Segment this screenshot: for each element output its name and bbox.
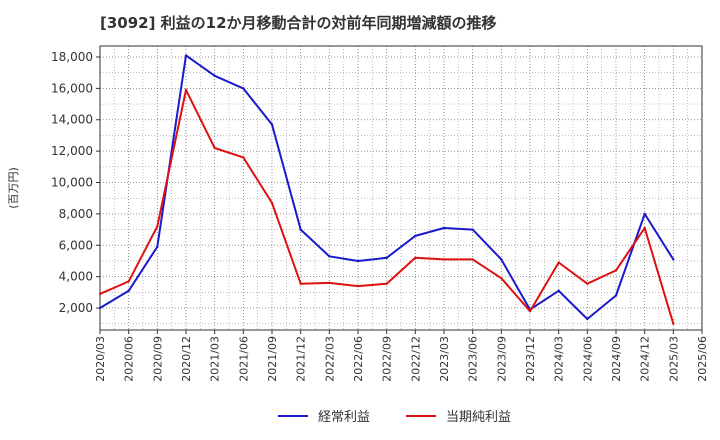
legend-label: 経常利益	[318, 410, 370, 425]
data-point	[557, 261, 560, 264]
data-point	[471, 258, 474, 261]
plot-frame	[99, 45, 703, 331]
data-point	[299, 228, 302, 231]
data-point	[442, 226, 446, 230]
x-tick-label: 2024/09	[610, 336, 623, 382]
x-tick-label: 2021/12	[295, 336, 308, 382]
data-point	[414, 256, 417, 260]
y-tick-label: 4,000	[59, 270, 93, 284]
data-point	[328, 255, 331, 258]
data-point	[213, 74, 216, 78]
data-point	[299, 282, 302, 285]
legend-label: 当期純利益	[446, 410, 511, 425]
x-tick-label: 2022/09	[381, 336, 394, 382]
x-tick-label: 2022/03	[323, 336, 336, 382]
data-point	[643, 226, 646, 230]
y-tick-label: 12,000	[51, 144, 93, 158]
y-tick-label: 8,000	[59, 207, 93, 221]
legend: 経常利益 当期純利益	[278, 410, 511, 425]
x-tick-label: 2024/03	[553, 336, 566, 382]
x-tick-label: 2021/03	[209, 336, 222, 382]
data-point	[356, 284, 360, 288]
data-point	[98, 292, 102, 296]
x-tick-label: 2020/06	[123, 336, 136, 382]
grid	[99, 46, 703, 330]
data-point	[442, 258, 446, 261]
y-axis: 2,000 4,000 6,000 8,000 10,000 12,000 14,000 16…	[51, 50, 100, 315]
data-point	[528, 309, 532, 313]
x-tick-label: 2024/12	[639, 336, 652, 382]
data-point	[127, 280, 130, 283]
data-point	[586, 317, 589, 321]
data-point	[242, 87, 245, 90]
chart-title: [3092] 利益の12か月移動合計の対前年同期増減額の推移	[100, 14, 497, 32]
data-point	[672, 258, 675, 261]
data-point	[356, 259, 360, 263]
x-axis: 2020/03 2020/06 2020/09 2020/12 2021/03 2021/…	[94, 330, 709, 382]
data-point	[500, 258, 503, 261]
y-tick-label: 16,000	[51, 81, 93, 95]
data-point	[614, 269, 618, 272]
x-tick-label: 2021/09	[266, 336, 279, 382]
y-tick-label: 2,000	[59, 301, 93, 315]
data-point	[270, 123, 274, 126]
data-point	[500, 277, 503, 280]
data-point	[471, 228, 474, 231]
x-tick-label: 2022/12	[409, 336, 422, 382]
data-point	[414, 234, 417, 238]
data-point	[385, 282, 388, 285]
series	[98, 54, 675, 325]
x-tick-label: 2023/09	[495, 336, 508, 382]
data-point	[98, 306, 102, 310]
x-tick-label: 2023/06	[467, 336, 480, 382]
data-point	[213, 146, 216, 150]
data-point	[586, 282, 589, 285]
y-tick-label: 14,000	[51, 113, 93, 127]
data-point	[643, 212, 646, 216]
y-axis-label: (百万円)	[7, 167, 20, 209]
data-point	[127, 289, 130, 292]
data-point	[184, 54, 188, 57]
x-tick-label: 2022/06	[352, 336, 365, 382]
data-point	[184, 88, 188, 92]
x-tick-label: 2020/12	[180, 336, 193, 382]
x-tick-label: 2025/03	[667, 336, 680, 382]
x-tick-label: 2020/03	[94, 336, 107, 382]
y-tick-label: 6,000	[59, 238, 93, 252]
data-point	[328, 281, 331, 285]
x-tick-label: 2025/06	[696, 336, 709, 382]
x-tick-label: 2023/12	[524, 336, 537, 382]
data-point	[614, 294, 618, 297]
x-tick-label: 2021/06	[237, 336, 250, 382]
x-tick-label: 2020/09	[151, 336, 164, 382]
y-tick-label: 10,000	[51, 176, 93, 190]
y-tick-label: 18,000	[51, 50, 93, 64]
data-point	[672, 322, 675, 325]
x-tick-label: 2023/03	[438, 336, 451, 382]
data-point	[557, 289, 560, 292]
data-point	[385, 256, 388, 260]
data-point	[242, 156, 245, 159]
data-point	[156, 225, 159, 228]
x-tick-label: 2024/06	[581, 336, 594, 382]
data-point	[156, 245, 159, 249]
data-point	[270, 201, 274, 205]
